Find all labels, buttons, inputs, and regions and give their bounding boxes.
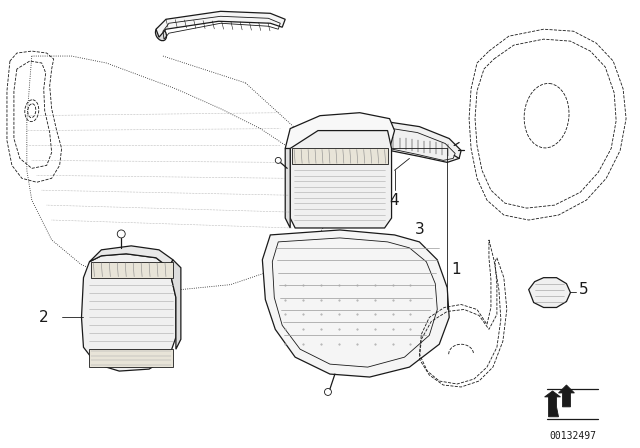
Polygon shape xyxy=(529,278,570,307)
Text: 2: 2 xyxy=(39,310,49,325)
Text: 00132497: 00132497 xyxy=(549,431,596,441)
Text: 4: 4 xyxy=(390,193,399,208)
Polygon shape xyxy=(262,230,449,377)
Polygon shape xyxy=(290,130,392,228)
Polygon shape xyxy=(90,246,173,268)
Polygon shape xyxy=(169,260,181,349)
Polygon shape xyxy=(545,391,561,417)
Polygon shape xyxy=(292,148,388,164)
Polygon shape xyxy=(81,254,176,371)
Polygon shape xyxy=(285,113,394,159)
Text: 5: 5 xyxy=(579,282,588,297)
Text: 3: 3 xyxy=(415,223,424,237)
Polygon shape xyxy=(335,121,461,162)
Polygon shape xyxy=(285,148,290,228)
Polygon shape xyxy=(92,262,173,278)
Text: 1: 1 xyxy=(451,262,461,277)
Ellipse shape xyxy=(156,28,166,41)
Polygon shape xyxy=(559,385,575,407)
Polygon shape xyxy=(90,349,173,367)
Polygon shape xyxy=(156,11,285,37)
